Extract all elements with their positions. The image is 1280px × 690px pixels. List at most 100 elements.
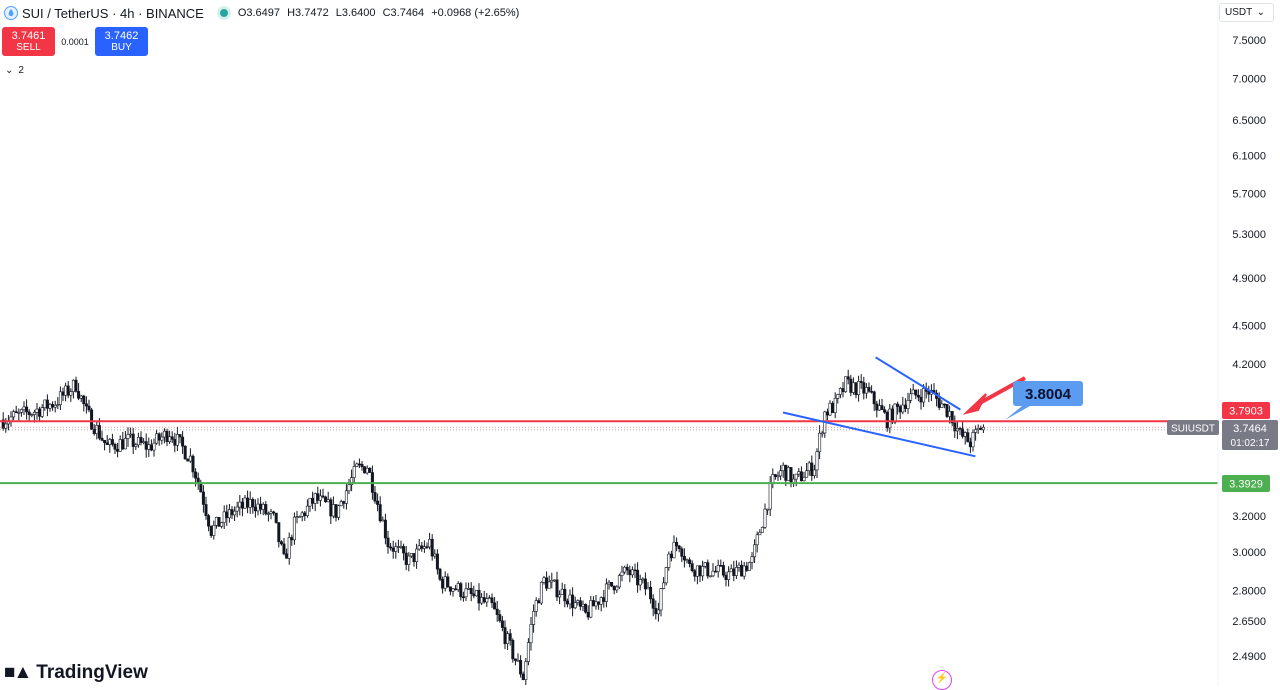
- candle-body: [144, 441, 148, 450]
- candle-body: [339, 501, 343, 507]
- candle: [711, 563, 715, 578]
- buy-label: BUY: [111, 41, 132, 53]
- buy-button[interactable]: 3.7462 BUY: [95, 27, 148, 56]
- candle-body: [599, 597, 603, 605]
- candle: [342, 500, 346, 509]
- candle-body: [758, 532, 762, 536]
- candle-body: [651, 598, 655, 609]
- candle: [357, 458, 361, 469]
- currency-label: USDT: [1225, 7, 1253, 18]
- candle-body: [773, 474, 777, 477]
- candle-body: [207, 515, 211, 527]
- candle: [90, 407, 94, 430]
- candle: [487, 595, 491, 600]
- candle: [266, 511, 270, 522]
- indicators-toggle[interactable]: ⌄ 2: [2, 64, 27, 77]
- candle: [935, 389, 939, 407]
- candle-body: [815, 451, 819, 471]
- candle: [617, 573, 621, 590]
- last-price-value: 3.7464: [1233, 423, 1267, 435]
- candle: [526, 638, 530, 666]
- candle-body: [675, 541, 679, 547]
- candle-body: [321, 495, 325, 498]
- candle-body: [503, 627, 507, 644]
- lightning-icon[interactable]: ⚡: [932, 670, 952, 690]
- candle-body: [537, 600, 541, 604]
- candle-body: [277, 522, 281, 542]
- candle-body: [568, 594, 572, 605]
- candle-body: [472, 593, 476, 597]
- candle: [563, 584, 567, 608]
- candle: [833, 392, 837, 419]
- candle: [682, 548, 686, 568]
- candle: [412, 553, 416, 567]
- candle-body: [805, 470, 809, 478]
- candle: [786, 465, 790, 481]
- candle-body: [4, 423, 8, 429]
- candle: [968, 437, 972, 454]
- candle-body: [40, 407, 44, 417]
- candle-body: [430, 538, 434, 557]
- candle-body: [82, 395, 86, 405]
- candle: [95, 421, 99, 440]
- candle: [773, 474, 777, 480]
- candle-body: [763, 508, 767, 528]
- candle: [58, 386, 62, 410]
- candle-body: [963, 432, 967, 437]
- wedge-lower-trendline[interactable]: [782, 411, 976, 458]
- candle-body: [363, 466, 367, 474]
- change-value: +0.0968 (+2.65%): [431, 7, 520, 19]
- candle: [724, 571, 728, 587]
- candle: [420, 541, 424, 552]
- candle-body: [90, 409, 94, 430]
- candle-body: [875, 403, 879, 411]
- price-tick-label: 3.2000: [1232, 511, 1266, 523]
- candle: [222, 505, 226, 530]
- candle: [126, 427, 130, 447]
- candle: [155, 429, 159, 445]
- candle-body: [162, 430, 166, 438]
- candle: [209, 525, 213, 538]
- wedge-upper-trendline[interactable]: [875, 356, 961, 411]
- candle-body: [630, 569, 634, 576]
- candle-body: [524, 661, 528, 680]
- candle-body: [898, 406, 902, 413]
- candle-body: [851, 382, 855, 393]
- currency-select[interactable]: USDT ⌄: [1219, 3, 1274, 22]
- candle: [870, 385, 874, 394]
- candle-body: [22, 406, 26, 410]
- annotation-callout[interactable]: 3.8004: [1005, 381, 1083, 420]
- candle: [537, 598, 541, 604]
- tradingview-logo[interactable]: ■▲ TradingView: [4, 662, 148, 684]
- candle-body: [438, 568, 442, 580]
- sell-button[interactable]: 3.7461 SELL: [2, 27, 55, 56]
- candle: [318, 489, 322, 507]
- candle: [66, 381, 70, 399]
- candle-body: [48, 404, 52, 409]
- candle: [212, 520, 216, 540]
- candle: [428, 532, 432, 550]
- candle-body: [664, 567, 668, 584]
- candle: [753, 539, 757, 564]
- candle-body: [555, 579, 559, 598]
- symbol-title[interactable]: SUI / TetherUS · 4h · BINANCE: [22, 5, 204, 21]
- candle-body: [295, 516, 299, 518]
- candle: [680, 546, 684, 562]
- candle-body: [615, 586, 619, 591]
- candle-body: [108, 439, 112, 445]
- candle: [308, 497, 312, 512]
- candle: [610, 581, 614, 588]
- candle-body: [461, 596, 465, 599]
- candle-body: [838, 388, 842, 395]
- candle-body: [958, 428, 962, 430]
- candle-body: [194, 471, 198, 479]
- candle: [324, 495, 328, 503]
- candle-body: [233, 510, 237, 516]
- candle-body: [610, 581, 614, 587]
- candle-body: [565, 600, 569, 605]
- candle-body: [677, 545, 681, 550]
- candle-body: [407, 555, 411, 565]
- candle: [651, 594, 655, 617]
- candle: [883, 406, 887, 414]
